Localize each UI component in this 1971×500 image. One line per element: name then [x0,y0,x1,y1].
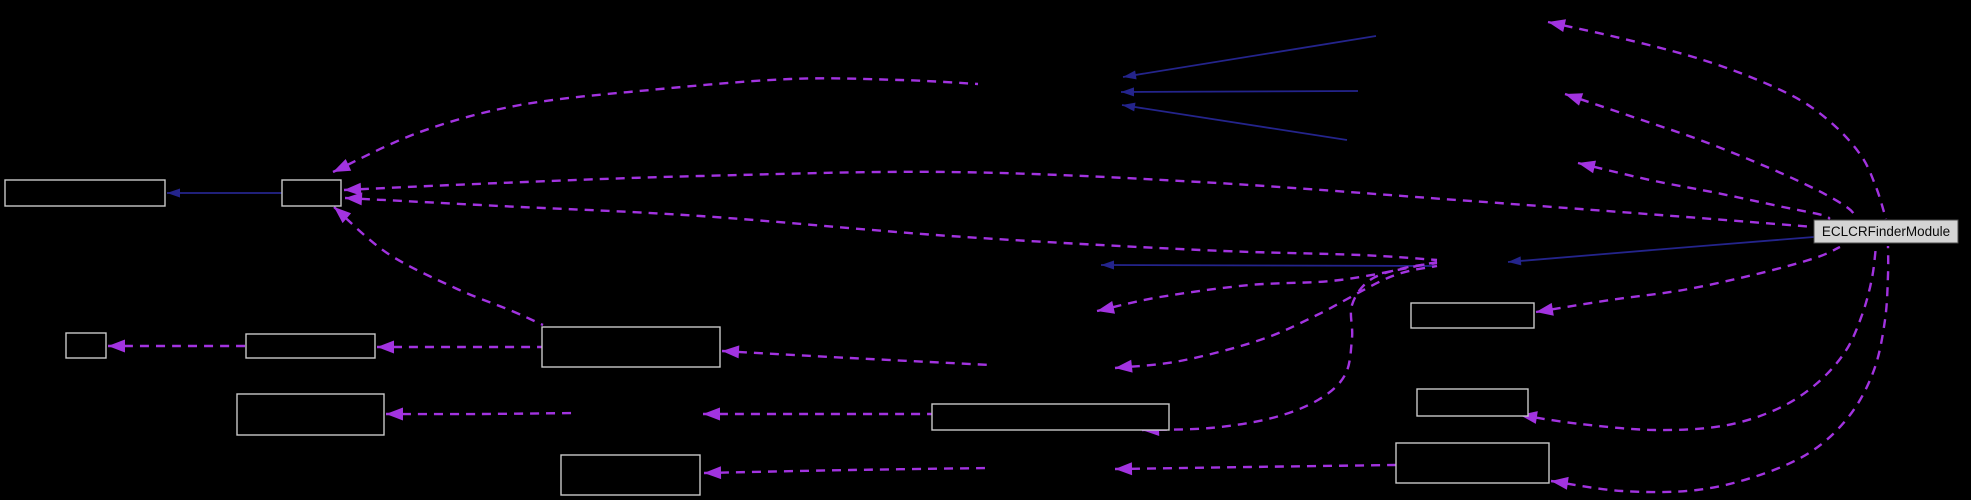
edge-line-dashed-16 [1564,92,1858,219]
arrowhead-dashed-3 [345,192,363,206]
arrowhead-solid-6 [1101,260,1114,270]
node-box-1[interactable] [4,179,166,207]
edge-line-dashed-3 [344,196,1438,262]
node-box-7[interactable] [931,403,1170,431]
edge-line-dashed-11 [1096,260,1438,313]
edge-line-solid-6 [1100,264,1436,267]
arrowhead-solid-5 [1508,256,1522,266]
arrowhead-dashed-16 [1565,93,1584,106]
edge-dashed-11 [1096,260,1438,314]
edge-line-solid-2 [1122,35,1377,78]
arrowhead-dashed-9 [722,345,740,359]
edge-dashed-13 [1114,462,1397,476]
arrowhead-dashed-20 [1551,476,1569,490]
edge-line-dashed-15 [1547,20,1888,220]
node-box-3[interactable] [65,332,107,359]
node-main-node[interactable] [1813,219,1959,244]
edge-line-dashed-9 [721,349,991,367]
node-box-11[interactable] [1395,442,1550,484]
edge-line-dashed-10 [1114,264,1438,370]
edge-dashed-10 [1114,264,1438,373]
edge-solid-6 [1100,260,1436,270]
edge-line-solid-3 [1120,90,1359,93]
arrowhead-dashed-5 [377,340,394,354]
edge-dashed-14 [703,466,991,480]
arrowhead-dashed-1 [333,159,352,172]
arrowhead-dashed-10 [1115,359,1133,373]
edge-line-dashed-1 [332,77,979,174]
edge-dashed-17 [1577,160,1831,221]
arrowhead-dashed-8 [703,407,720,421]
edge-dashed-12 [1141,261,1438,436]
arrowhead-dashed-11 [1097,301,1115,314]
node-box-8[interactable] [560,454,701,496]
arrowhead-solid-4 [1122,102,1136,112]
edge-dashed-5 [376,340,542,354]
edge-dashed-3 [344,192,1438,262]
node-box-6[interactable] [541,326,721,368]
edge-dashed-16 [1564,92,1858,219]
arrowhead-dashed-18 [1536,302,1554,316]
edge-dashed-2 [343,170,1815,229]
edge-dashed-4 [333,206,544,327]
node-box-5[interactable] [236,393,385,436]
node-box-10[interactable] [1416,388,1529,417]
arrowhead-dashed-7 [386,407,403,421]
node-box-4[interactable] [245,333,376,359]
edge-solid-4 [1121,102,1348,141]
edge-dashed-19 [1519,245,1878,432]
edge-line-dashed-18 [1535,245,1841,314]
edge-dashed-1 [332,77,979,174]
node-label-main-node: ECLCRFinderModule [1822,224,1950,239]
edge-line-dashed-2 [343,170,1815,229]
arrowhead-dashed-15 [1548,19,1566,32]
edge-dashed-8 [702,407,932,421]
edge-dashed-20 [1550,245,1890,494]
edge-dashed-6 [108,339,246,353]
arrowhead-dashed-13 [1115,462,1133,476]
edge-line-dashed-7 [385,411,576,416]
arrowhead-solid-2 [1123,70,1137,80]
edge-dashed-7 [385,407,576,421]
edge-line-solid-5 [1507,236,1815,263]
edge-line-dashed-20 [1550,245,1890,494]
edge-dashed-18 [1535,245,1841,316]
edge-line-dashed-13 [1114,463,1397,471]
edge-line-dashed-17 [1577,161,1831,221]
edge-line-dashed-19 [1519,245,1878,432]
edge-line-dashed-4 [333,206,544,327]
arrowhead-solid-3 [1121,87,1134,97]
edge-line-dashed-12 [1141,261,1438,432]
arrowhead-dashed-17 [1578,160,1596,174]
edge-solid-3 [1120,87,1359,97]
edge-solid-2 [1122,35,1377,80]
node-box-2[interactable] [281,179,342,207]
arrowhead-dashed-14 [704,466,722,480]
edge-solid-5 [1507,236,1815,266]
edge-line-solid-4 [1121,104,1348,141]
edge-solid-1 [167,188,282,198]
arrowhead-solid-1 [167,188,180,198]
arrowhead-dashed-2 [344,182,362,196]
arrowhead-dashed-4 [334,207,352,224]
edge-line-dashed-14 [703,466,991,475]
edge-dashed-9 [721,345,991,367]
node-box-9[interactable] [1410,302,1535,329]
edge-dashed-15 [1547,19,1888,220]
arrowhead-dashed-6 [108,339,125,353]
